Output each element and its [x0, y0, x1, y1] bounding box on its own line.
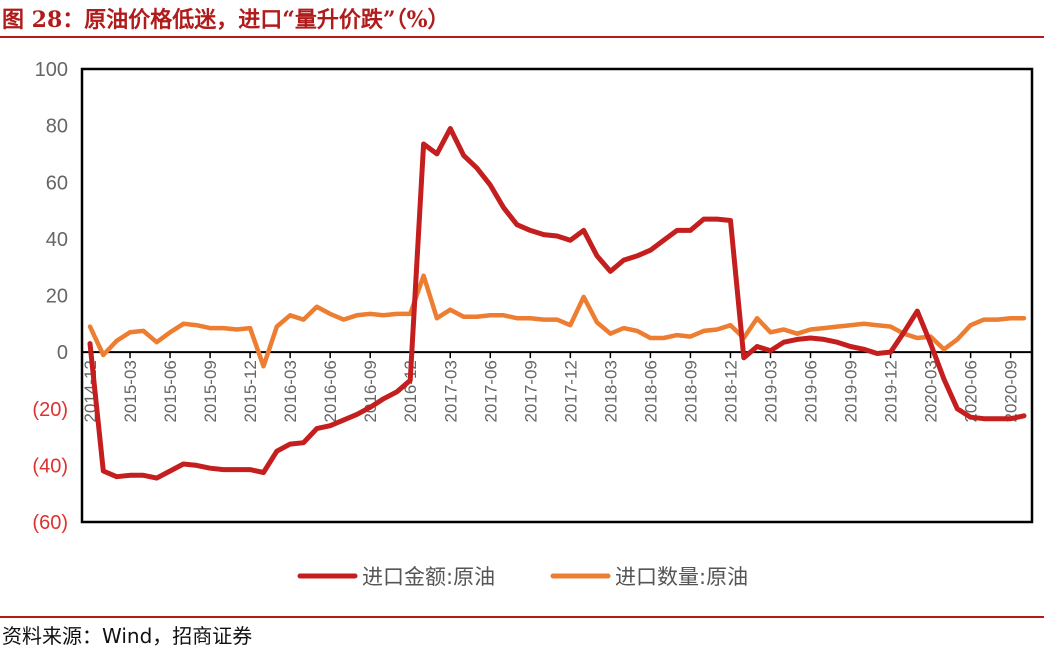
x-tick-label: 2017-06	[481, 360, 500, 422]
legend-label: 进口金额:原油	[362, 565, 495, 589]
y-tick-label: 60	[46, 172, 68, 194]
y-tick-label: (60)	[32, 512, 68, 534]
x-tick-label: 2020-09	[1002, 360, 1021, 422]
x-tick-label: 2019-09	[842, 360, 861, 422]
y-tick-label: (20)	[32, 399, 68, 421]
x-tick-label: 2018-09	[681, 360, 700, 422]
y-tick-label: 100	[35, 59, 68, 81]
chart-title: 图 28：原油价格低迷，进口“量升价跌”（%）	[2, 7, 450, 33]
header-divider	[0, 36, 1044, 38]
y-tick-label: 80	[46, 116, 68, 138]
legend-label: 进口数量:原油	[615, 565, 748, 589]
y-tick-label: (40)	[32, 455, 68, 477]
footer-divider	[0, 616, 1044, 618]
x-tick-label: 2019-03	[761, 360, 780, 422]
x-tick-label: 2020-06	[962, 360, 981, 422]
series-line-import-value	[87, 126, 1027, 481]
x-tick-label: 2018-06	[641, 360, 660, 422]
y-tick-label: 40	[46, 229, 68, 251]
series-line-import-volume	[87, 273, 1027, 369]
x-tick-label: 2015-03	[121, 360, 140, 422]
x-tick-label: 2017-12	[561, 360, 580, 422]
x-tick-label: 2017-03	[441, 360, 460, 422]
x-tick-label: 2016-06	[321, 360, 340, 422]
plot-frame	[80, 67, 1034, 524]
source-note: 资料来源：Wind，招商证券	[2, 624, 253, 648]
x-tick-label: 2015-12	[241, 360, 260, 422]
x-tick-label: 2020-03	[922, 360, 941, 422]
y-tick-label: 20	[46, 286, 68, 308]
x-tick-label: 2016-12	[401, 360, 420, 422]
x-tick-label: 2017-09	[521, 360, 540, 422]
legend: 进口金额:原油 进口数量:原油	[297, 565, 748, 589]
x-tick-label: 2018-03	[601, 360, 620, 422]
x-tick-label: 2018-12	[721, 360, 740, 422]
x-tick-label: 2019-06	[802, 360, 821, 422]
y-tick-label: 0	[57, 342, 68, 364]
x-tick-label: 2016-03	[281, 360, 300, 422]
x-tick-label: 2015-09	[201, 360, 220, 422]
x-tick-label: 2019-12	[882, 360, 901, 422]
x-tick-label: 2015-06	[161, 360, 180, 422]
